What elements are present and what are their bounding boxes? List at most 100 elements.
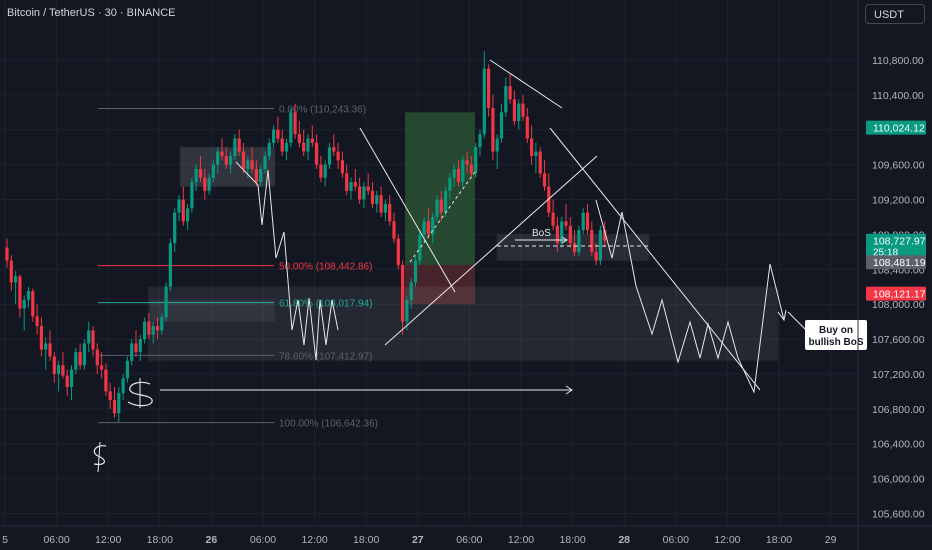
candle-body	[267, 142, 271, 156]
candle-body	[22, 299, 26, 309]
candle-body	[61, 365, 65, 376]
demand-zone	[147, 286, 779, 362]
candle-body	[370, 190, 375, 204]
callout-text: bullish BoS	[809, 337, 864, 348]
y-tick-label: 106,800.00	[872, 404, 925, 416]
y-tick-label: 109,200.00	[872, 195, 925, 207]
candle-body	[186, 208, 190, 222]
liquidity-arrow-head	[565, 385, 573, 395]
candle-body	[280, 138, 284, 152]
candle-body	[229, 155, 233, 165]
fib-label: 50.00% (108,442.86)	[279, 262, 372, 273]
trendline-down-1	[359, 127, 456, 293]
candle-body	[388, 203, 392, 222]
candle-body	[125, 360, 129, 379]
candle-body	[104, 369, 108, 392]
candle-body	[151, 325, 155, 335]
candle-body	[366, 186, 370, 191]
candle-body	[9, 260, 13, 283]
x-tick-label: 26	[206, 534, 218, 546]
candle-body	[306, 138, 310, 152]
symbol-title[interactable]: Bitcoin / TetherUS · 30 · BINANCE	[7, 7, 176, 19]
candle-body	[173, 212, 177, 244]
candle-body	[130, 343, 134, 361]
candle-body	[392, 221, 396, 239]
candle-body	[495, 138, 499, 152]
candle-body	[413, 260, 418, 283]
price-tag-countdown: 25:18	[873, 248, 898, 259]
price-tag	[866, 255, 926, 270]
long-target-line	[409, 171, 476, 263]
candle-body	[276, 129, 280, 139]
candle-body	[302, 142, 306, 152]
x-tick-label: 28	[618, 534, 630, 546]
trendline-top	[489, 59, 563, 109]
candle-body	[241, 151, 246, 170]
candle-body	[594, 251, 598, 261]
trendline-down-2	[549, 127, 761, 391]
dollar-sign-stroke-2	[97, 441, 101, 473]
candle-body	[117, 393, 121, 414]
x-tick-label: 12:00	[508, 534, 534, 546]
candle-body	[336, 151, 340, 161]
candle-body	[358, 186, 362, 200]
candle-body	[26, 291, 31, 300]
candle-body	[95, 349, 99, 366]
long-position-profit	[405, 112, 475, 265]
candle-body	[426, 221, 430, 235]
projection-arrow-head	[777, 309, 787, 322]
candle-body	[134, 343, 138, 353]
x-tick-label: 12:00	[301, 534, 327, 546]
candle-body	[418, 234, 422, 261]
candle-body	[14, 276, 18, 283]
x-tick-label: 06:00	[456, 534, 482, 546]
candle-body	[383, 203, 387, 213]
candle-body	[147, 321, 151, 335]
y-tick-label: 106,400.00	[872, 439, 925, 451]
candle-body	[439, 199, 443, 213]
candle-body	[319, 164, 323, 178]
x-tick-label: 18:00	[766, 534, 792, 546]
currency-selector[interactable]: USDT	[865, 4, 925, 24]
candle-body	[155, 325, 160, 331]
fib-label: 100.00% (106,642.36)	[279, 419, 378, 430]
candle-body	[65, 375, 69, 388]
candle-body	[396, 238, 400, 265]
bos-label: BoS	[532, 228, 551, 239]
candle-body	[48, 343, 52, 357]
y-tick-label: 107,600.00	[872, 334, 925, 346]
candle-body	[181, 199, 185, 222]
candle-body	[478, 134, 482, 148]
y-tick-label: 106,000.00	[872, 474, 925, 486]
candle-body	[44, 343, 48, 350]
candle-body	[525, 116, 529, 139]
y-tick-label: 107,200.00	[872, 369, 925, 381]
candle-body	[310, 138, 314, 143]
candle-body	[598, 230, 602, 261]
candle-body	[177, 199, 181, 213]
candle-body	[581, 212, 585, 231]
candle-body	[250, 160, 254, 170]
candle-body	[259, 169, 263, 183]
candle-body	[332, 147, 336, 152]
price-tag	[866, 120, 926, 135]
candle-body	[517, 103, 521, 122]
candle-body	[5, 247, 9, 261]
x-tick-label: 18:00	[559, 534, 585, 546]
candle-body	[349, 182, 353, 191]
candle-body	[39, 325, 43, 350]
candle-body	[323, 164, 327, 178]
candle-body	[138, 339, 142, 353]
candle-body	[401, 264, 405, 322]
dollar-sign-scribble	[127, 381, 153, 407]
zone-upper-box	[149, 299, 276, 323]
candle-body	[18, 276, 22, 309]
y-tick-label: 110,800.00	[872, 55, 924, 67]
y-tick-label: 105,600.00	[872, 509, 925, 521]
fib-label: 78.60% (107,412.97)	[279, 351, 372, 362]
candle-body	[530, 138, 534, 156]
candle-body	[499, 112, 504, 139]
candle-body	[87, 330, 91, 344]
bos-arrow-head	[561, 236, 568, 244]
